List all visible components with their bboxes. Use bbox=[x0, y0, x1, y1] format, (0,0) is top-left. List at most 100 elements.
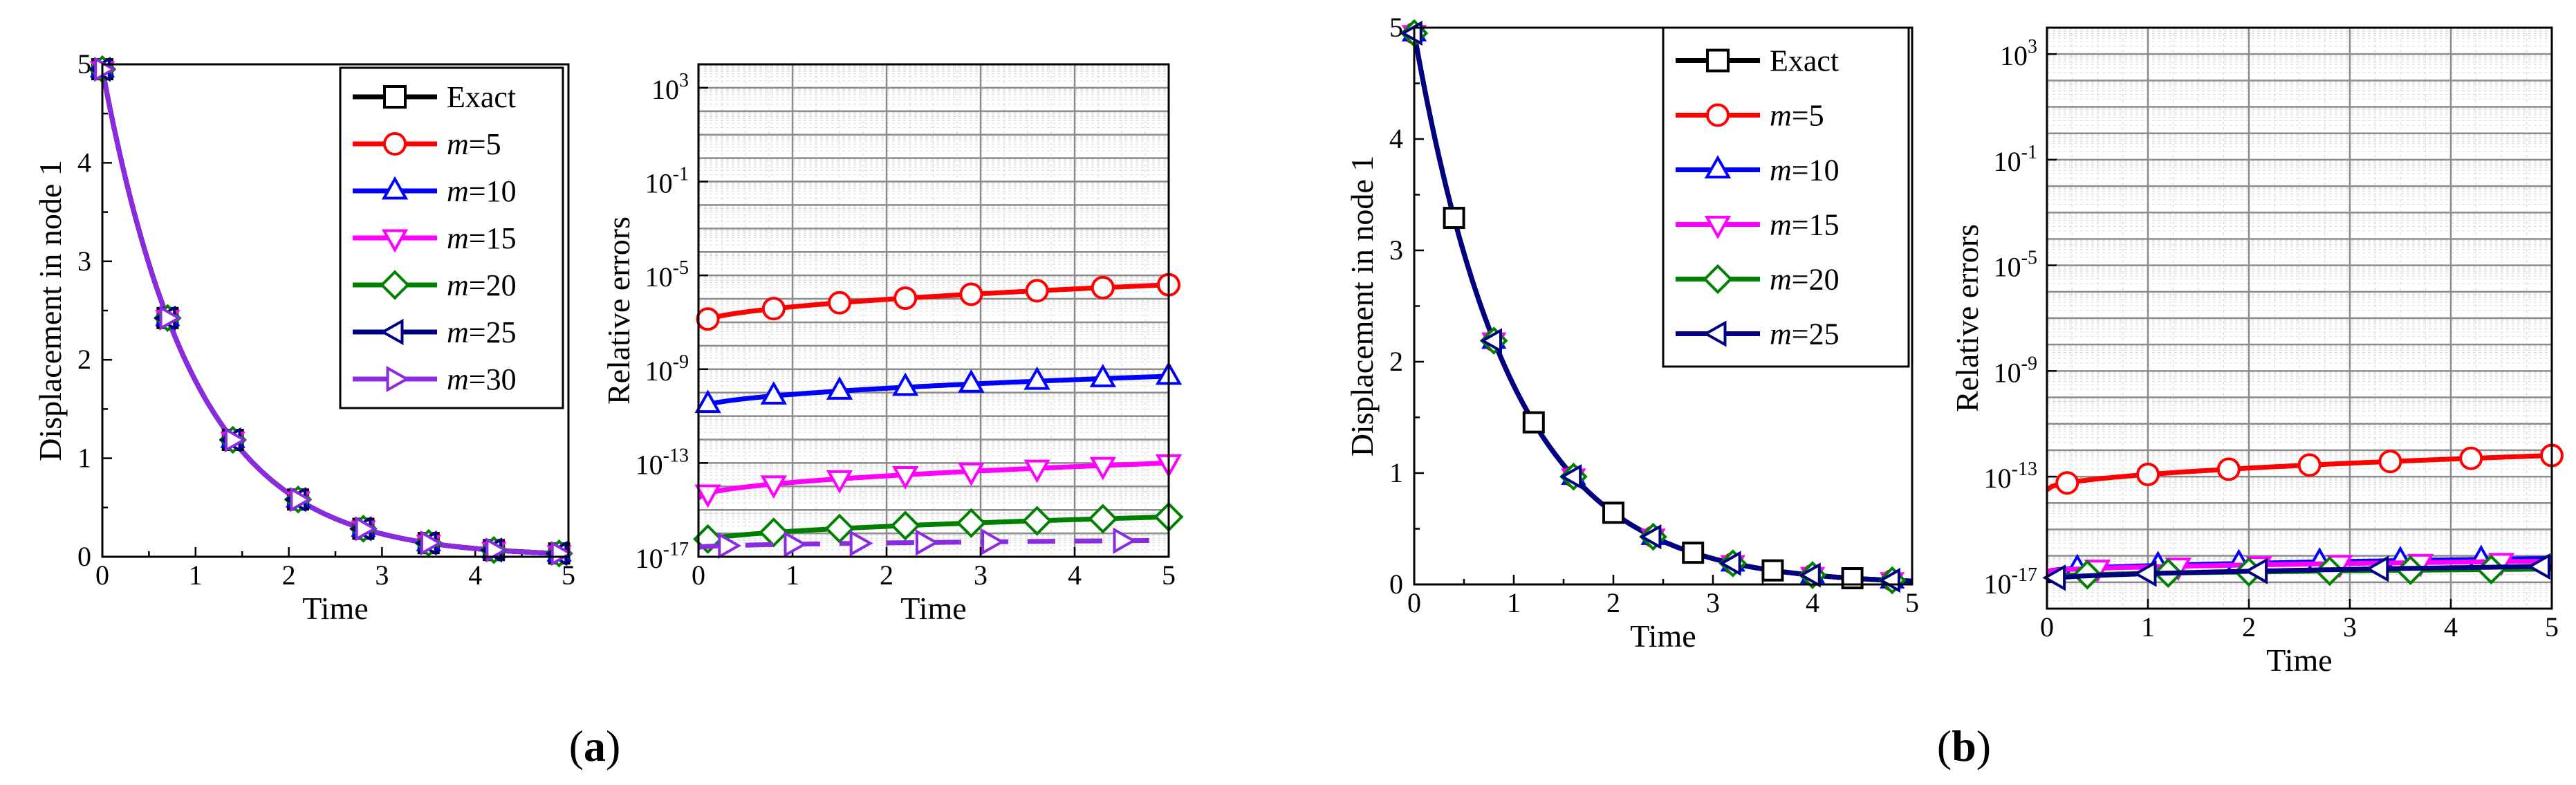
panel-b-error-chart: 0 1 2 3 4 510-1710-1310-910-510-1103TimeRelat… bbox=[1949, 26, 2564, 678]
panel-b-error-ytick-label: 10-9 bbox=[1994, 353, 2037, 388]
panel-b-displacement-legend-marker-m-5 bbox=[1706, 103, 1730, 127]
panel-b-displacement-ytick-label: 1 bbox=[1389, 457, 1403, 488]
panel-a-error-point-m-30 bbox=[915, 529, 939, 556]
panel-b-error-ytick-exponent: -5 bbox=[2021, 248, 2037, 269]
panel-a-displacement-point-m-30 bbox=[420, 530, 443, 556]
panel-b-displacement-legend-marker-exact bbox=[1706, 48, 1730, 73]
panel-b-displacement-xlabel: Time bbox=[1630, 618, 1696, 654]
panel-a-error-point-m-5 bbox=[761, 297, 786, 321]
panel-b-error-ytick-base: 10 bbox=[1984, 463, 2012, 494]
panel-b-error-ytick-exponent: -1 bbox=[2021, 142, 2037, 163]
panel-a-error-ytick-base: 10 bbox=[636, 449, 663, 480]
panel-a-error-point-m-20 bbox=[759, 517, 789, 548]
panel-a-error-xlabel: Time bbox=[900, 591, 966, 626]
panel-b-label-letter: b bbox=[1952, 721, 1976, 770]
panel-a-displacement-legend-marker-m-5 bbox=[383, 132, 407, 156]
panel-a-error-ytick-exponent: 3 bbox=[679, 70, 689, 91]
panel-a-error-xtick-label: 2 bbox=[880, 560, 893, 591]
panel-a-error-xtick-label: 1 bbox=[786, 560, 799, 591]
panel-b-error-xlabel: Time bbox=[2266, 643, 2332, 678]
panel-a-displacement-legend-label-m-10: m=10 bbox=[447, 174, 517, 208]
panel-a-error-point-m-10 bbox=[958, 369, 985, 393]
panel-a-error-point-m-30 bbox=[718, 532, 742, 560]
panel-a-error-point-m-15 bbox=[826, 470, 853, 494]
panel-b-displacement-legend-label-var: m bbox=[1770, 317, 1792, 351]
panel-b-error-plot-frame bbox=[2046, 26, 2553, 610]
panel-b-error-ytick-label: 103 bbox=[2000, 36, 2037, 71]
panel-a-error-point-m-15 bbox=[892, 466, 919, 490]
panel-b-error-point-m-25 bbox=[2042, 564, 2066, 591]
panel-a-label-open: ( bbox=[569, 721, 584, 770]
panel-a-error-ytick-exponent: -13 bbox=[663, 445, 689, 466]
panel-b-error-ytick-base: 10 bbox=[1984, 569, 2012, 600]
panel-a-displacement-chart: 0 1 2 3 4 5 0 1 2 3 4 5 Time Displacement in node 1 Ex… bbox=[33, 48, 575, 626]
panel-b-displacement-ytick-label: 0 bbox=[1389, 569, 1403, 600]
panel-b-label: (b) bbox=[1937, 721, 1991, 770]
panel-b-displacement-legend-label-m-15: m=15 bbox=[1770, 208, 1840, 242]
panel-b-label-open: ( bbox=[1937, 721, 1952, 770]
panel-b-error-xtick-label: 0 bbox=[2040, 611, 2054, 643]
panel-a-error-point-m-10 bbox=[694, 389, 721, 414]
panel-a-error-point-m-15 bbox=[1089, 456, 1116, 481]
panel-a-error-ylabel: Relative errors bbox=[601, 216, 636, 405]
panel-b-displacement-xtick-label: 3 bbox=[1706, 587, 1720, 618]
panel-a-displacement-legend-label-exact: Exact bbox=[447, 80, 516, 114]
panel-a-label-letter: a bbox=[584, 721, 606, 770]
panel-a-error-point-m-10 bbox=[1023, 366, 1050, 390]
panel-a-displacement-legend-marker-m-15 bbox=[381, 229, 409, 253]
panel-a-displacement-xtick-label: 5 bbox=[562, 560, 575, 591]
panel-a-displacement-point-m-30 bbox=[159, 305, 182, 331]
panel-a-displacement-legend-label-m-15: m=15 bbox=[447, 221, 517, 255]
panel-a-displacement-ytick-label: 3 bbox=[77, 246, 91, 277]
panel-b-label-close: ) bbox=[1976, 721, 1991, 770]
panel-a-error-ytick-exponent: -1 bbox=[673, 164, 689, 185]
panel-a-error-ytick-exponent: -17 bbox=[663, 539, 689, 560]
panel-b: 0 1 2 3 4 5 0 1 2 3 4 5 Time Displacement in node 1 Ex… bbox=[1344, 12, 2564, 770]
panel-a-error-plot-frame bbox=[697, 63, 1170, 558]
panel-b-error-xtick-label: 4 bbox=[2444, 611, 2458, 643]
panel-a-displacement-legend-label-m-25: m=25 bbox=[447, 315, 517, 349]
panel-b-displacement-point-m-25 bbox=[1559, 464, 1582, 490]
panel-a-displacement-legend-label-var: m bbox=[447, 174, 469, 208]
panel-a-displacement-legend-label-value: =20 bbox=[469, 268, 517, 302]
panel-b-displacement-legend-label-exact: Exact bbox=[1770, 44, 1839, 78]
panel-a-error-ytick-label: 103 bbox=[651, 70, 689, 105]
panel-a-error-ytick-label: 10-13 bbox=[636, 445, 689, 480]
panel-a-error-ytick-exponent: -5 bbox=[673, 257, 689, 279]
panel-a-displacement-xlabel: Time bbox=[302, 591, 368, 626]
panel-b-displacement-xtick-label: 0 bbox=[1407, 587, 1421, 618]
panel-a-displacement-ytick-label: 4 bbox=[77, 147, 91, 178]
panel-a-error-ytick-base: 10 bbox=[645, 261, 673, 293]
panel-a-error-point-m-15 bbox=[694, 484, 721, 508]
panel-a-error-point-m-30 bbox=[1113, 527, 1137, 554]
panel-a-error-point-m-15 bbox=[1023, 459, 1050, 483]
panel-a-displacement-legend-marker-m-25 bbox=[380, 318, 404, 346]
panel-b-error-xtick-label: 3 bbox=[2343, 611, 2357, 643]
panel-a-error-point-m-5 bbox=[893, 286, 918, 311]
panel-a-error-point-m-30 bbox=[981, 528, 1005, 555]
panel-a-displacement-point-m-30 bbox=[355, 516, 378, 542]
panel-a-error-point-m-20 bbox=[890, 510, 920, 541]
panel-a-displacement-legend-label-value: =30 bbox=[469, 362, 517, 396]
panel-a-error-point-m-30 bbox=[784, 530, 808, 558]
panel-a-error-ytick-base: 10 bbox=[645, 355, 673, 387]
panel-b-error-series-line-m-25 bbox=[2046, 564, 2552, 582]
panel-a-error-chart: 0 1 2 3 4 510-1710-1310-910-510-1103TimeRelat… bbox=[601, 63, 1184, 626]
panel-a-displacement-legend-label-m-30: m=30 bbox=[447, 362, 517, 396]
panel-a-error-ytick-label: 10-1 bbox=[645, 164, 689, 199]
panel-b-displacement-ytick-label: 5 bbox=[1389, 12, 1403, 43]
panel-a-displacement-legend-marker-m-10 bbox=[381, 176, 409, 200]
panel-a-error-xtick-label: 5 bbox=[1162, 560, 1176, 591]
panel-b-displacement-ytick-label: 2 bbox=[1389, 346, 1403, 377]
panel-b-error-point-m-5 bbox=[2055, 471, 2079, 495]
panel-a-error-ytick-label: 10-9 bbox=[645, 351, 689, 387]
panel-b-displacement-legend-label-m-5: m=5 bbox=[1770, 99, 1824, 133]
panel-b-error-xtick-label: 5 bbox=[2545, 611, 2559, 643]
panel-a-error-point-m-15 bbox=[760, 475, 787, 499]
panel-b-displacement-legend-label-var: m bbox=[1770, 154, 1792, 187]
panel-a-error-point-m-5 bbox=[696, 307, 720, 331]
panel-b-displacement-point-m-25 bbox=[1480, 328, 1502, 353]
panel-b-displacement-legend-label-var: m bbox=[1770, 263, 1792, 297]
